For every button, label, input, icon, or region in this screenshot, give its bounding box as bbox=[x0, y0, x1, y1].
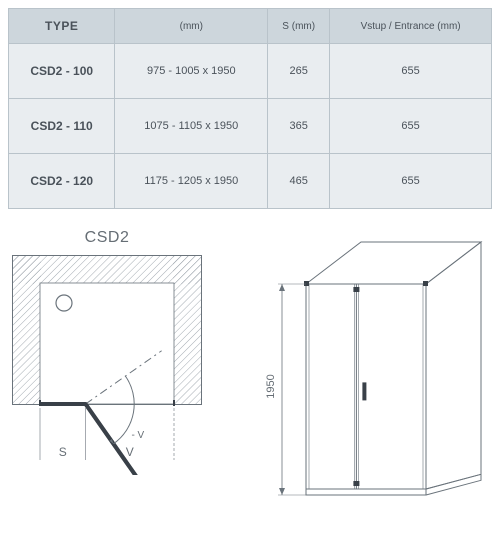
table-row: CSD2 - 120 1175 - 1205 x 1950 465 655 bbox=[9, 154, 492, 209]
cell-entrance: 655 bbox=[330, 44, 492, 99]
svg-text:- V: - V bbox=[131, 430, 144, 441]
cell-mm: 1075 - 1105 x 1950 bbox=[115, 99, 268, 154]
spec-table-wrap: TYPE (mm) S (mm) Vstup / Entrance (mm) C… bbox=[8, 8, 492, 209]
elevation-diagram: 1950 bbox=[228, 229, 488, 519]
plan-svg: - V S V bbox=[12, 255, 202, 475]
col-mm: (mm) bbox=[115, 9, 268, 44]
cell-entrance: 655 bbox=[330, 154, 492, 209]
col-s: S (mm) bbox=[268, 9, 330, 44]
plan-title: CSD2 bbox=[12, 229, 202, 247]
cell-s: 365 bbox=[268, 99, 330, 154]
svg-text:S: S bbox=[59, 445, 67, 459]
plan-diagram: CSD2 - V S V bbox=[12, 229, 202, 475]
cell-mm: 975 - 1005 x 1950 bbox=[115, 44, 268, 99]
svg-text:V: V bbox=[126, 445, 134, 459]
col-type: TYPE bbox=[9, 9, 115, 44]
col-entrance: Vstup / Entrance (mm) bbox=[330, 9, 492, 44]
cell-type: CSD2 - 100 bbox=[9, 44, 115, 99]
diagrams-row: CSD2 - V S V 1950 bbox=[8, 229, 492, 519]
cell-mm: 1175 - 1205 x 1950 bbox=[115, 154, 268, 209]
cell-s: 265 bbox=[268, 44, 330, 99]
spec-table: TYPE (mm) S (mm) Vstup / Entrance (mm) C… bbox=[8, 8, 492, 209]
table-row: CSD2 - 110 1075 - 1105 x 1950 365 655 bbox=[9, 99, 492, 154]
svg-text:1950: 1950 bbox=[265, 374, 277, 398]
table-row: CSD2 - 100 975 - 1005 x 1950 265 655 bbox=[9, 44, 492, 99]
cell-s: 465 bbox=[268, 154, 330, 209]
table-header-row: TYPE (mm) S (mm) Vstup / Entrance (mm) bbox=[9, 9, 492, 44]
cell-entrance: 655 bbox=[330, 99, 492, 154]
cell-type: CSD2 - 110 bbox=[9, 99, 115, 154]
elevation-svg: 1950 bbox=[228, 229, 488, 519]
cell-type: CSD2 - 120 bbox=[9, 154, 115, 209]
